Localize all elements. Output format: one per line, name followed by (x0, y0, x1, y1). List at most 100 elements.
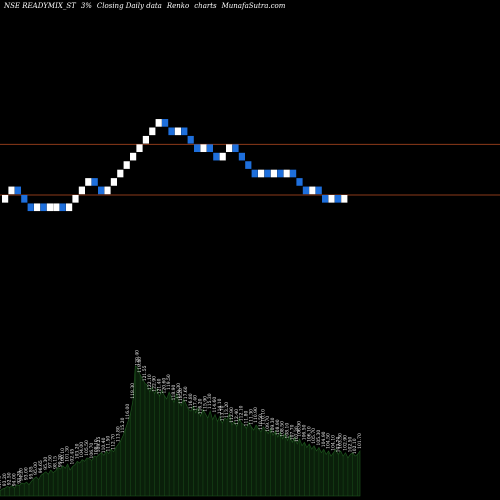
volume-price-label: 105.30 (316, 430, 322, 446)
volume-price-label: 121.55 (142, 365, 148, 381)
volume-price-label: 112.90 (229, 407, 235, 423)
renko-brick (123, 161, 130, 169)
volume-price-label: 93.00 (24, 467, 30, 480)
volume-price-label: 116.80 (188, 393, 194, 409)
renko-brick (162, 119, 169, 127)
volume-price-label: 113.20 (224, 402, 230, 418)
volume-price-label: 104.10 (330, 435, 336, 451)
volume-price-label: 109.25 (96, 437, 102, 453)
renko-brick (78, 186, 85, 195)
volume-price-label: 122.10 (147, 374, 153, 390)
volume-price-label: 116.20 (198, 398, 204, 414)
volume-price-label: 97.50 (48, 455, 54, 468)
renko-brick (226, 144, 233, 153)
renko-brick (40, 203, 47, 212)
volume-price-label: 101.30 (65, 446, 71, 462)
volume-price-label: 101.70 (357, 433, 363, 449)
renko-brick (290, 169, 297, 178)
volume-price-label: 115.90 (202, 396, 208, 412)
renko-brick (206, 144, 213, 153)
renko-brick (200, 144, 207, 153)
renko-brick (315, 186, 322, 195)
chart-title: NSE READYMIX_ST 3% Closing Daily data Renko… (4, 2, 290, 10)
renko-brick (168, 127, 175, 136)
renko-brick (187, 135, 194, 144)
volume-price-label: 109.30 (270, 417, 276, 433)
renko-brick (322, 195, 329, 203)
volume-price-label: 100.10 (60, 448, 66, 464)
volume-price-label: 106.70 (89, 443, 95, 459)
renko-brick (174, 127, 181, 136)
volume-price-label: 108.10 (285, 423, 291, 439)
volume-price-label: 111.30 (248, 409, 254, 425)
volume-price-label: 117.40 (193, 395, 199, 411)
renko-brick (302, 186, 309, 195)
renko-brick (117, 169, 124, 178)
renko-brick (155, 119, 162, 127)
renko-brick (98, 186, 105, 195)
volume-price-label: 108.50 (280, 421, 286, 437)
title-suffix: charts (194, 2, 217, 10)
volume-price-label: 104.50 (326, 433, 332, 449)
volume-price-label: 106.90 (297, 421, 303, 437)
renko-brick (328, 195, 335, 203)
renko-brick (66, 203, 73, 212)
renko-brick (53, 203, 60, 212)
volume-price-label: 103.20 (74, 443, 80, 459)
renko-brick (258, 169, 265, 178)
volume-price-label: 106.50 (301, 424, 307, 440)
volume-price-label: 115.30 (207, 393, 213, 409)
renko-brick (72, 195, 79, 203)
volume-price-label: 115.20 (120, 417, 126, 433)
volume-price-label: 111.50 (106, 436, 112, 452)
renko-brick (296, 178, 303, 186)
renko-brick (142, 135, 149, 144)
title-kind: Closing Daily data (96, 2, 162, 10)
volume-price-label: 108.90 (275, 419, 281, 435)
volume-price-label: 93.20 (2, 473, 8, 486)
volume-price-label: 110.40 (101, 437, 107, 453)
volume-price-label: 119.80 (137, 357, 143, 373)
volume-price-label: 104.90 (321, 431, 327, 447)
volume-price-label: 111.80 (243, 411, 249, 427)
volume-price-label: 120.40 (135, 350, 141, 366)
volume-price-label: 119.50 (166, 374, 172, 390)
volume-price-label: 95.30 (43, 457, 49, 470)
volume-price-label: 113.80 (115, 426, 121, 442)
renko-brick (238, 152, 245, 161)
volume-price-label: 121.40 (157, 378, 163, 394)
renko-brick (194, 144, 201, 153)
title-chart: Renko (166, 2, 190, 10)
renko-brick (245, 161, 252, 169)
renko-brick (334, 195, 341, 203)
renko-brick (27, 203, 34, 212)
volume-price-label: 107.30 (294, 426, 300, 442)
renko-brick (34, 203, 41, 212)
volume-price-label: 109.70 (265, 416, 271, 432)
volume-price-label: 108.10 (94, 439, 100, 455)
renko-brick (85, 178, 92, 186)
volume-price-label: 98.15 (53, 456, 59, 469)
volume-price-label: 91.79 (0, 476, 3, 489)
renko-brick (14, 186, 21, 195)
volume-price-label: 103.30 (338, 433, 344, 449)
volume-price-label: 112.70 (111, 434, 117, 450)
renko-bricks (2, 119, 348, 212)
title-symbol: NSE READYMIX_ST (4, 2, 76, 10)
volume-price-label: 105.70 (311, 428, 317, 444)
renko-brick (264, 169, 271, 178)
volume-price-label: 113.70 (219, 405, 225, 421)
renko-brick (213, 152, 220, 161)
volume-price-label: 105.50 (84, 440, 90, 456)
renko-brick (149, 127, 156, 136)
volume-price-label: 116.00 (125, 404, 131, 420)
volume-price-label: 92.50 (7, 472, 13, 485)
renko-brick (251, 169, 258, 178)
volume-price-label: 99.20 (57, 454, 63, 467)
volume-price-label: 102.10 (352, 438, 358, 454)
title-site: MunafaSutra.com (221, 2, 286, 10)
renko-brick (8, 186, 15, 195)
renko-brick (341, 195, 348, 203)
renko-brick (232, 144, 239, 153)
reference-lines (0, 143, 500, 196)
